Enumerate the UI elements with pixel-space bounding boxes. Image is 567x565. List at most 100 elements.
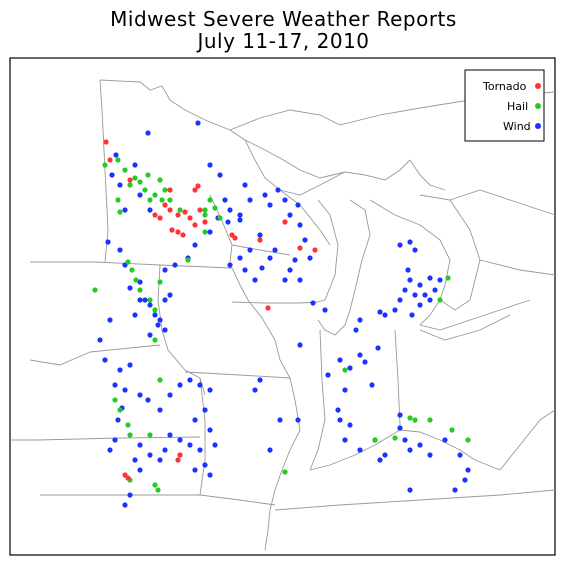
- wind-report-marker: [397, 412, 403, 418]
- hail-report-marker: [122, 167, 128, 173]
- wind-report-marker: [117, 247, 123, 253]
- wind-report-marker: [397, 242, 403, 248]
- tornado-report-marker: [175, 229, 181, 235]
- wind-report-marker: [257, 377, 263, 383]
- hail-report-marker: [152, 192, 158, 198]
- legend-marker-wind: [535, 123, 541, 129]
- wind-report-marker: [335, 407, 341, 413]
- hail-report-marker: [207, 197, 213, 203]
- hail-report-marker: [177, 207, 183, 213]
- wind-report-marker: [417, 442, 423, 448]
- tornado-report-marker: [182, 209, 188, 215]
- hail-report-marker: [202, 207, 208, 213]
- wind-report-marker: [257, 232, 263, 238]
- hail-report-marker: [129, 267, 135, 273]
- wind-report-marker: [122, 207, 128, 213]
- wind-report-marker: [202, 462, 208, 468]
- wind-report-marker: [442, 437, 448, 443]
- wind-report-marker: [157, 457, 163, 463]
- hail-report-marker: [412, 417, 418, 423]
- hail-report-marker: [155, 487, 161, 493]
- hail-report-marker: [372, 437, 378, 443]
- tornado-report-marker: [312, 247, 318, 253]
- wind-report-marker: [375, 345, 381, 351]
- wind-report-marker: [382, 312, 388, 318]
- legend-label-hail: Hail: [507, 100, 528, 113]
- wind-report-marker: [207, 162, 213, 168]
- wind-report-marker: [282, 197, 288, 203]
- wind-report-marker: [112, 382, 118, 388]
- wind-report-marker: [157, 317, 163, 323]
- wind-report-marker: [310, 300, 316, 306]
- wind-report-marker: [142, 297, 148, 303]
- wind-report-marker: [337, 357, 343, 363]
- wind-report-marker: [155, 322, 161, 328]
- hail-report-marker: [125, 259, 131, 265]
- wind-report-marker: [402, 437, 408, 443]
- wind-report-marker: [247, 247, 253, 253]
- hail-report-marker: [117, 209, 123, 215]
- wind-report-marker: [187, 377, 193, 383]
- wind-report-marker: [357, 317, 363, 323]
- wind-report-marker: [227, 207, 233, 213]
- hail-report-marker: [152, 307, 158, 313]
- wind-report-marker: [357, 447, 363, 453]
- wind-report-marker: [147, 332, 153, 338]
- tornado-report-marker: [297, 245, 303, 251]
- wind-report-marker: [177, 437, 183, 443]
- wind-report-marker: [432, 287, 438, 293]
- hail-report-marker: [465, 437, 471, 443]
- hail-report-marker: [212, 205, 218, 211]
- wind-report-marker: [145, 397, 151, 403]
- wind-report-marker: [207, 427, 213, 433]
- wind-report-marker: [295, 202, 301, 208]
- tornado-report-marker: [202, 219, 208, 225]
- wind-report-marker: [407, 277, 413, 283]
- wind-report-marker: [167, 392, 173, 398]
- legend-box: [464, 69, 545, 142]
- wind-report-marker: [462, 477, 468, 483]
- tornado-report-marker: [265, 305, 271, 311]
- wind-report-marker: [307, 255, 313, 261]
- wind-report-marker: [107, 317, 113, 323]
- wind-report-marker: [207, 229, 213, 235]
- tornado-report-marker: [107, 157, 113, 163]
- wind-report-marker: [272, 247, 278, 253]
- hail-report-marker: [92, 287, 98, 293]
- wind-report-marker: [132, 312, 138, 318]
- wind-report-marker: [197, 382, 203, 388]
- hail-report-marker: [407, 415, 413, 421]
- tornado-report-marker: [103, 139, 109, 145]
- wind-report-marker: [192, 417, 198, 423]
- wind-report-marker: [465, 467, 471, 473]
- wind-report-marker: [109, 172, 115, 178]
- hail-report-marker: [437, 297, 443, 303]
- wind-report-marker: [107, 447, 113, 453]
- hail-report-marker: [142, 187, 148, 193]
- hail-report-marker: [102, 162, 108, 168]
- hail-report-marker: [132, 175, 138, 181]
- wind-report-marker: [402, 287, 408, 293]
- wind-report-marker: [97, 337, 103, 343]
- chart-title: Midwest Severe Weather Reports: [110, 7, 457, 31]
- wind-report-marker: [237, 255, 243, 261]
- wind-report-marker: [297, 277, 303, 283]
- wind-report-marker: [297, 342, 303, 348]
- wind-report-marker: [353, 327, 359, 333]
- tornado-report-marker: [125, 475, 131, 481]
- wind-report-marker: [132, 457, 138, 463]
- chart-subtitle: July 11-17, 2010: [197, 29, 370, 53]
- wind-report-marker: [277, 417, 283, 423]
- tornado-report-marker: [192, 187, 198, 193]
- wind-report-marker: [417, 302, 423, 308]
- wind-report-marker: [382, 452, 388, 458]
- tornado-report-marker: [162, 202, 168, 208]
- tornado-report-marker: [167, 187, 173, 193]
- wind-report-marker: [132, 162, 138, 168]
- hail-report-marker: [342, 367, 348, 373]
- hail-report-marker: [137, 179, 143, 185]
- wind-report-marker: [187, 442, 193, 448]
- wind-report-marker: [162, 327, 168, 333]
- wind-report-marker: [422, 292, 428, 298]
